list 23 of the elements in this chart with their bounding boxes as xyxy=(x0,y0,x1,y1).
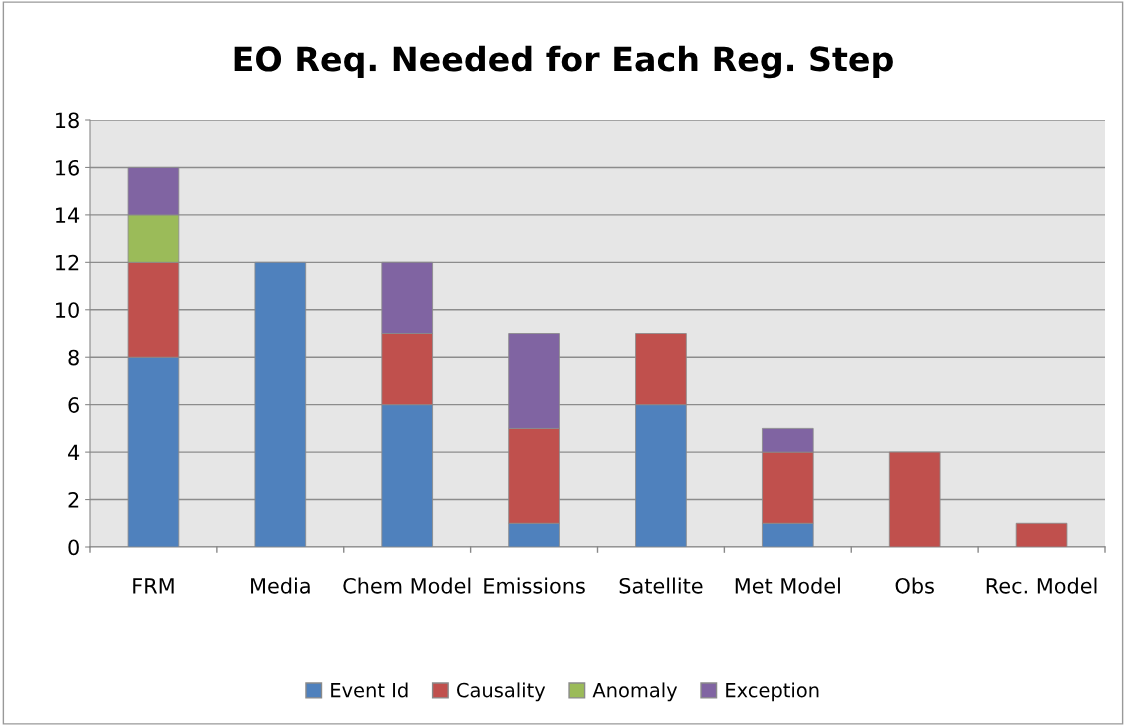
y-tick-label: 12 xyxy=(56,254,79,271)
x-tick-label: Satellite xyxy=(619,577,703,594)
y-tick-label: 14 xyxy=(56,207,80,223)
y-tick-label: 16 xyxy=(56,159,79,176)
x-tick-label: Met Model xyxy=(735,577,840,594)
x-tick-label: Obs xyxy=(895,577,934,594)
legend-label: Exception xyxy=(726,682,819,702)
y-tick-label: 4 xyxy=(68,444,80,461)
x-tick-label: Media xyxy=(251,577,310,594)
y-tick-label: 2 xyxy=(68,492,79,508)
legend-label: Anomaly xyxy=(592,682,678,702)
legend-label: Event Id xyxy=(331,682,408,698)
legend-label: Causality xyxy=(457,682,546,702)
chart-title: EO Req. Needed for Each Reg. Step xyxy=(234,45,893,79)
y-tick-label: 8 xyxy=(68,349,79,366)
x-tick-label: Emissions xyxy=(484,577,585,594)
y-tick-label: 0 xyxy=(68,539,79,556)
x-tick-label: Rec. Model xyxy=(986,577,1097,594)
y-tick-label: 10 xyxy=(56,302,79,318)
x-tick-label: FRM xyxy=(133,578,174,594)
y-tick-label: 6 xyxy=(68,397,79,413)
x-tick-label: Chem Model xyxy=(343,577,471,594)
y-tick-label: 18 xyxy=(56,112,79,129)
